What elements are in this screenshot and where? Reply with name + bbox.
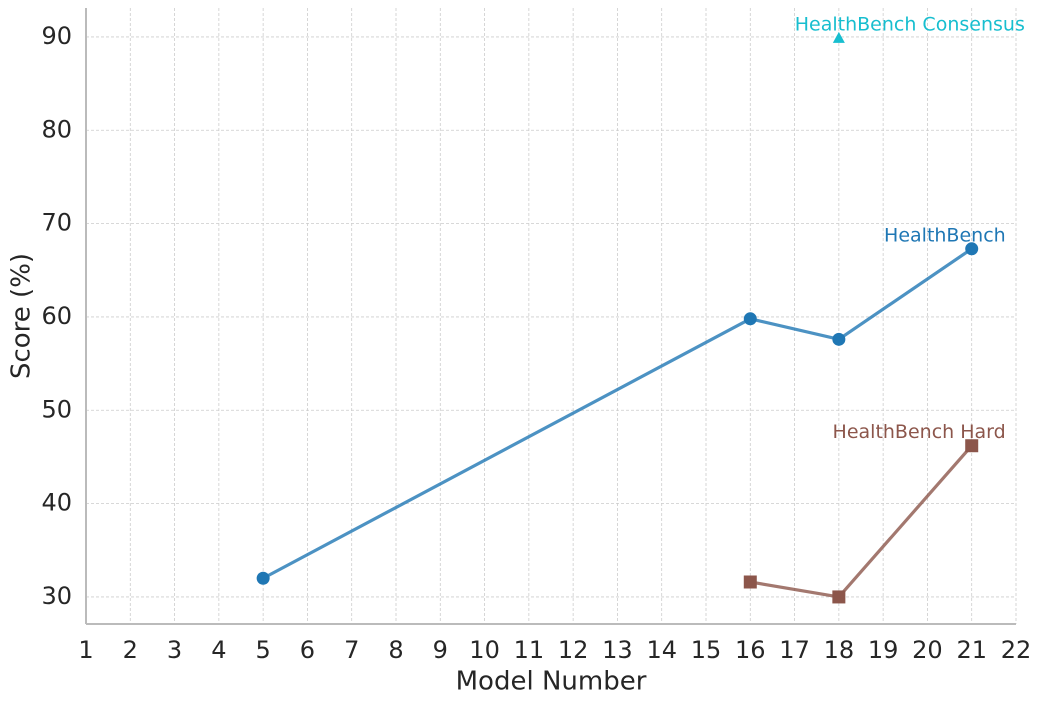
x-tick-label: 11 bbox=[514, 636, 545, 664]
x-tick-label: 6 bbox=[300, 636, 315, 664]
point bbox=[965, 439, 979, 453]
y-tick-label: 80 bbox=[41, 115, 72, 143]
series-label: HealthBench bbox=[884, 224, 1006, 246]
x-tick-label: 1 bbox=[78, 636, 93, 664]
y-tick-label: 60 bbox=[41, 302, 72, 330]
x-tick-label: 9 bbox=[433, 636, 448, 664]
x-tick-label: 10 bbox=[469, 636, 500, 664]
x-tick-label: 7 bbox=[344, 636, 359, 664]
x-tick-label: 14 bbox=[646, 636, 677, 664]
point bbox=[256, 571, 270, 585]
y-tick-label: 30 bbox=[41, 582, 72, 610]
x-tick-label: 15 bbox=[691, 636, 722, 664]
x-tick-label: 8 bbox=[388, 636, 403, 664]
x-tick-label: 22 bbox=[1001, 636, 1032, 664]
x-tick-label: 3 bbox=[167, 636, 182, 664]
y-tick-label: 70 bbox=[41, 209, 72, 237]
point bbox=[743, 312, 757, 326]
series-line bbox=[750, 444, 973, 599]
y-tick-label: 90 bbox=[41, 22, 72, 50]
x-tick-label: 2 bbox=[123, 636, 138, 664]
x-tick-label: 5 bbox=[256, 636, 271, 664]
x-tick-label: 12 bbox=[558, 636, 589, 664]
series-label: HealthBench Consensus bbox=[795, 13, 1025, 35]
y-axis-label: Score (%) bbox=[7, 253, 37, 379]
y-tick-label: 40 bbox=[41, 489, 72, 517]
x-tick-label: 18 bbox=[824, 636, 855, 664]
point bbox=[743, 575, 757, 589]
x-tick-label: 17 bbox=[779, 636, 810, 664]
x-tick-label: 16 bbox=[735, 636, 766, 664]
point bbox=[832, 31, 845, 43]
x-tick-label: 21 bbox=[956, 636, 987, 664]
point bbox=[965, 242, 979, 256]
y-tick-label: 50 bbox=[41, 395, 72, 423]
x-tick-label: 4 bbox=[211, 636, 226, 664]
x-tick-label: 19 bbox=[868, 636, 899, 664]
series-label: HealthBench Hard bbox=[833, 421, 1006, 443]
point bbox=[832, 332, 846, 346]
x-axis-label: Model Number bbox=[456, 667, 647, 697]
x-tick-label: 20 bbox=[912, 636, 943, 664]
x-tick-label: 13 bbox=[602, 636, 633, 664]
point bbox=[832, 590, 846, 604]
series-line bbox=[262, 247, 973, 580]
